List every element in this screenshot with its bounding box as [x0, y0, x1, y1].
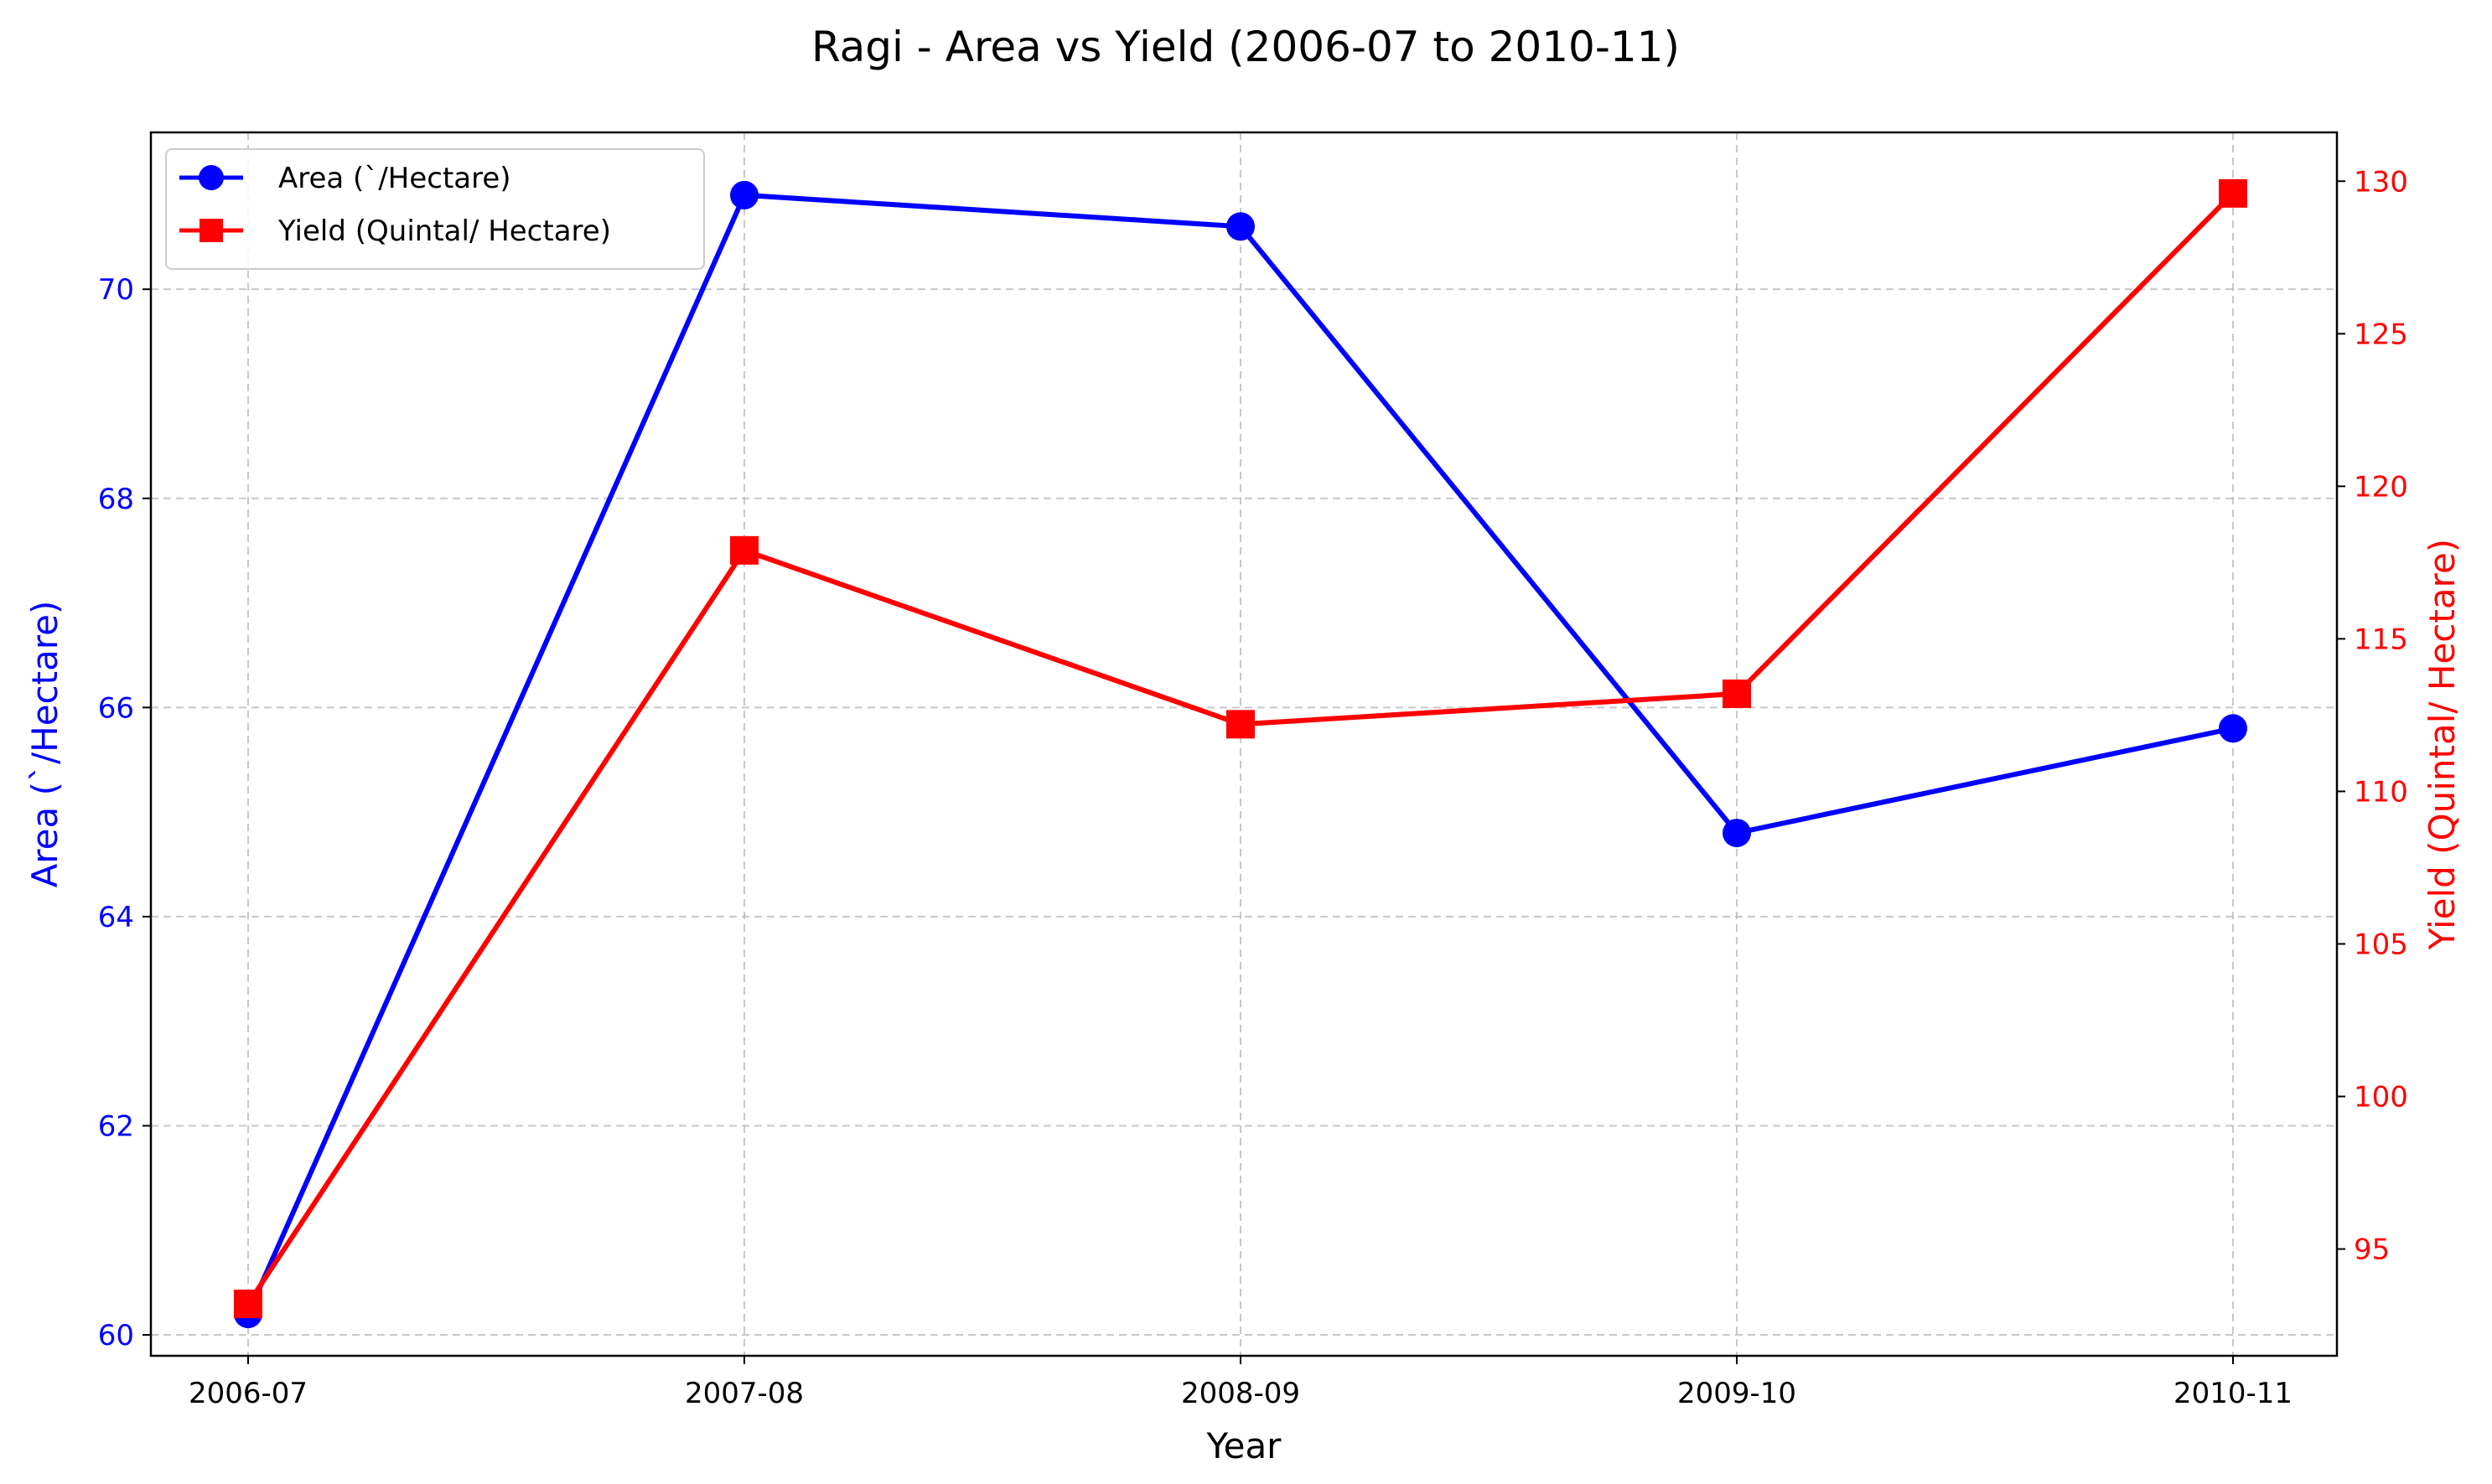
- data-point-area: [1226, 212, 1255, 241]
- y-axis-right-label: Yield (Quintal/ Hectare): [2422, 539, 2463, 950]
- y-left-tick-label: 68: [98, 483, 134, 516]
- axis-ticks: 2006-07 2007-08 2008-09 2009-10 2010-11 60 62 6…: [98, 165, 2408, 1410]
- legend-box: [165, 148, 705, 270]
- data-point-area: [2219, 714, 2247, 743]
- y-right-tick-label: 95: [2354, 1233, 2390, 1267]
- x-tick-label: 2010-11: [2173, 1377, 2293, 1410]
- data-point-area: [1723, 819, 1751, 848]
- y-left-tick-label: 66: [98, 691, 134, 725]
- x-tick-label: 2007-08: [685, 1377, 804, 1410]
- legend-yield-marker: [199, 219, 223, 242]
- y-right-tick-label: 100: [2354, 1081, 2408, 1114]
- x-axis-label: Year: [1206, 1425, 1282, 1466]
- y-right-tick-label: 125: [2354, 318, 2408, 351]
- y-right-tick-label: 120: [2354, 470, 2408, 504]
- y-left-tick-label: 60: [98, 1319, 134, 1352]
- plot-frame: [149, 131, 2339, 1357]
- grid-lines: [151, 132, 2337, 1356]
- data-point-area: [730, 180, 759, 209]
- y-right-tick-label: 105: [2354, 928, 2408, 961]
- plot-series: [234, 178, 2247, 1329]
- legend: Area (`/Hectare) Yield (Quintal/ Hectare…: [165, 148, 705, 270]
- data-point-yield: [1723, 679, 1751, 708]
- y-left-tick-label: 64: [98, 901, 134, 934]
- legend-area-label: Area (`/Hectare): [278, 162, 511, 195]
- y-left-tick-label: 70: [98, 273, 134, 307]
- y-right-tick-label: 110: [2354, 775, 2408, 809]
- data-point-yield: [2219, 178, 2247, 208]
- x-tick-label: 2006-07: [189, 1377, 308, 1410]
- chart-title: Ragi - Area vs Yield (2006-07 to 2010-11…: [811, 23, 1680, 71]
- legend-area-marker: [199, 165, 224, 190]
- legend-yield-label: Yield (Quintal/ Hectare): [277, 215, 611, 248]
- y-right-tick-label: 130: [2354, 165, 2408, 199]
- y-right-tick-label: 115: [2354, 623, 2408, 656]
- x-tick-label: 2009-10: [1677, 1377, 1796, 1410]
- y-left-tick-label: 62: [98, 1109, 134, 1143]
- x-tick-label: 2008-09: [1181, 1377, 1300, 1410]
- data-point-yield: [234, 1290, 262, 1319]
- y-axis-left-label: Area (`/Hectare): [24, 601, 65, 888]
- data-point-yield: [1226, 710, 1255, 739]
- data-point-yield: [730, 535, 759, 565]
